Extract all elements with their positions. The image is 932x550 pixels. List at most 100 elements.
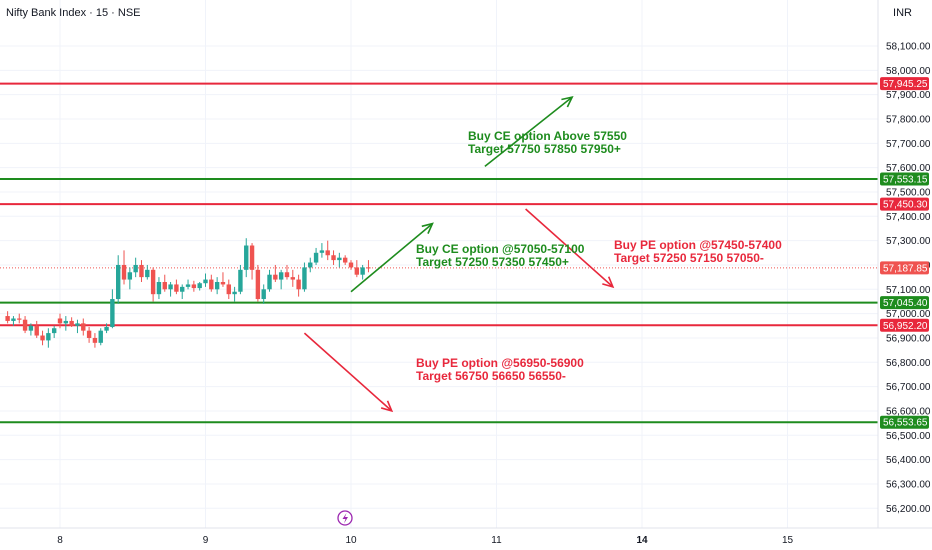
symbol-title: Nifty Bank Index · 15 · NSE [6,7,141,19]
y-tick-label: 57,400.00 [886,212,931,223]
candle-body [331,255,336,261]
y-tick-label: 58,100.00 [886,42,931,53]
arrow-shaft [484,96,573,168]
candle-body [86,330,92,338]
candle-body [238,269,243,292]
candle-body [342,257,348,263]
candle-body [360,267,365,275]
price-level-tag [880,318,929,332]
y-tick-label: 57,300.00 [886,236,931,247]
annotation-line: Buy PE option @57450-57400 [614,238,782,252]
candle-body [22,319,28,331]
y-tick-label: 57,000.00 [886,309,931,320]
price-level-tag [880,197,929,211]
candle-body [121,264,127,280]
candle-body [255,269,261,300]
candle-body [226,284,231,295]
candle-body [17,318,22,320]
last-price-tag [880,261,929,275]
x-tick-label: 14 [636,535,648,546]
candle-body [63,320,69,324]
annotation-line: Target 56750 56650 56550- [416,369,566,383]
candle-body [290,277,295,280]
candle-body [284,272,290,278]
candle-body [191,284,197,289]
y-tick-label: 57,900.00 [886,90,931,101]
annotation-buy-pe-lower: Buy PE option @56950-56900 Target 56750 … [416,357,584,383]
annotation-line: Target 57750 57850 57950+ [468,142,621,156]
candle-body [296,279,301,290]
candle-body [185,284,191,287]
y-tick-label: 57,700.00 [886,139,931,150]
price-level-label: 57,045.40 [883,298,928,309]
x-tick-label: 10 [345,535,357,546]
annotation-line: Target 57250 57350 57450+ [416,255,569,269]
annotation-line: Buy CE option @57050-57100 [416,242,585,256]
candle-body [69,320,74,326]
y-tick-label: 56,700.00 [886,382,931,393]
candle-body [337,257,342,261]
candle-body [92,337,98,343]
y-tick-label: 56,200.00 [886,504,931,515]
candle-body [232,291,237,295]
price-level-label: 57,450.30 [883,200,928,211]
candlesticks [5,238,371,348]
annotation-line: Buy PE option @56950-56900 [416,356,584,370]
price-level-label: 56,553.65 [883,418,928,429]
y-tick-label: 58,000.00 [886,66,931,77]
candle-body [110,299,115,328]
candle-body [308,262,313,268]
candle-body [197,283,202,289]
x-tick-label: 15 [782,535,794,546]
annotation-buy-ce-above: Buy CE option Above 57550 Target 57750 5… [468,130,627,156]
candle-body [209,279,214,290]
candle-body [75,323,80,326]
candle-body [366,267,371,269]
candle-body [319,250,325,253]
candle-body [348,262,354,268]
price-level-label: 57,553.15 [883,175,928,186]
candle-body [81,323,86,331]
x-tick-label: 8 [57,535,63,546]
candle-body [180,286,185,292]
candle-body [40,335,45,341]
candle-body [203,279,208,284]
time-axis[interactable]: 8 9 10 11 14 15 [0,527,932,546]
grid-lines [0,0,878,528]
horizontal-levels [0,82,878,424]
candle-body [5,316,10,321]
candle-body [313,252,319,263]
candle-body [28,325,34,331]
candle-body [156,282,162,295]
currency-label: INR [893,7,912,19]
price-level-label: 56,952.20 [883,321,928,332]
y-tick-label: 57,800.00 [886,114,931,125]
candle-body [150,269,156,295]
arrow-head [380,400,394,413]
candle-body [34,325,39,336]
candle-body [168,284,173,290]
arrow-shaft [303,332,393,412]
arrow-shaft [350,222,433,293]
annotation-line: Buy CE option Above 57550 [468,129,627,143]
candle-body [98,330,103,343]
arrow-head [602,276,615,289]
candle-body [51,328,57,334]
lightning-icon[interactable] [337,510,353,526]
price-level-label: 57,945.25 [883,79,928,90]
price-level-tag [880,77,929,91]
price-level-tag [880,415,929,429]
trend-arrows [303,95,615,413]
candle-body [57,318,63,324]
candle-body [104,327,109,331]
candle-body [127,272,133,280]
y-tick-label: 56,600.00 [886,406,931,417]
candle-body [162,282,167,290]
candle-body [244,245,249,270]
candle-body [11,318,16,321]
candle-body [354,267,360,275]
x-tick-label: 11 [491,535,502,546]
price-axis[interactable]: 58,100.00 58,000.00 57,900.00 57,800.00 57,7… [877,0,931,528]
annotation-line: Target 57250 57150 57050- [614,251,764,265]
